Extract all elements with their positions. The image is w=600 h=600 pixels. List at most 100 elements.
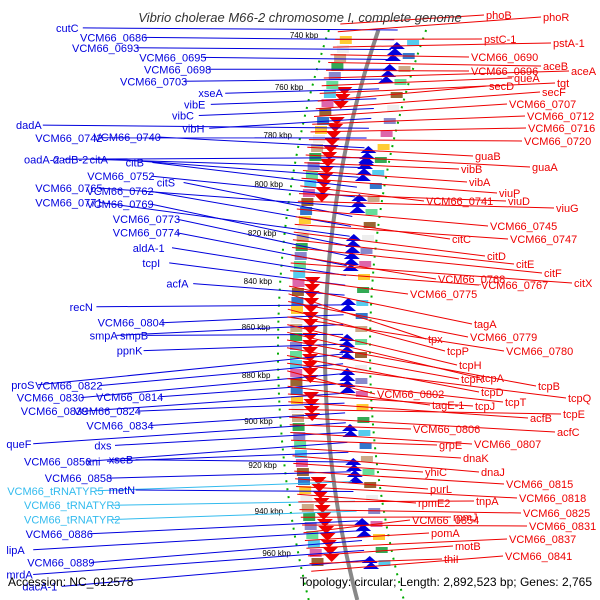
right-label-line [287, 331, 481, 379]
right-gene-label: VCM66_0807 [474, 439, 541, 451]
cog-block [296, 234, 309, 242]
cog-block [369, 183, 382, 189]
right-label-line [287, 316, 505, 352]
right-label-line [290, 439, 438, 446]
cog-block [302, 189, 315, 197]
left-gene-label: VCM66_0693 [72, 43, 139, 55]
cog-block [291, 306, 303, 314]
left-gene-label: smpA [90, 330, 119, 342]
forward-gene-arrow [346, 470, 363, 477]
right-gene-label: viuP [499, 188, 520, 200]
reverse-gene-arrow [323, 554, 340, 562]
right-gene-label: VCM66_0690 [471, 52, 538, 64]
left-gene-label: VCM66_0889 [27, 558, 94, 570]
reverse-gene-arrow [302, 361, 319, 369]
label-layer: cutCVCM66_0686VCM66_0693VCM66_0695VCM66_… [6, 10, 596, 593]
left-gene-label: lipA [6, 545, 25, 557]
left-gene-label: vibC [172, 111, 194, 123]
right-label-line [294, 470, 505, 485]
cog-block [357, 417, 370, 423]
right-label-line [302, 170, 468, 183]
forward-gene-arrow [342, 424, 358, 431]
left-label-line [150, 190, 352, 227]
cog-block [373, 534, 385, 540]
left-gene-label: VCM66_0765 [35, 183, 102, 195]
cog-block [363, 222, 376, 228]
left-gene-label: VCM66_0752 [87, 171, 154, 183]
cog-block [367, 196, 380, 202]
right-gene-label: tcpR [461, 374, 484, 386]
right-label-line [289, 416, 556, 433]
right-gene-label: VCM66_0767 [481, 280, 548, 292]
forward-gene-arrow [340, 304, 356, 311]
tick-layer: 740 kbp 760 kbp 780 kbp 800 kbp 820 kbp 840 k… [242, 31, 319, 558]
right-gene-label: dnaK [463, 453, 489, 465]
right-label-line [292, 247, 543, 274]
right-gene-label: tagE-1 [432, 400, 464, 412]
right-label-line [296, 208, 489, 227]
right-gene-label: guaB [475, 151, 501, 163]
right-gene-label: VCM66_0841 [505, 551, 572, 563]
left-label-line [33, 422, 346, 445]
left-gene-label: VCM66_0856 [24, 456, 91, 468]
left-label-line [150, 412, 346, 426]
cog-block [293, 261, 306, 269]
left-gene-label: vibH [182, 123, 204, 135]
right-gene-label: phoB [486, 10, 512, 22]
cog-block [355, 365, 368, 371]
right-label-line [307, 146, 474, 157]
right-label-line [288, 293, 427, 340]
right-gene-label: motB [455, 541, 481, 553]
left-gene-label: VCM66_0762 [86, 186, 153, 198]
cog-block [358, 274, 370, 280]
reverse-gene-arrow [302, 368, 319, 376]
right-label-line [288, 401, 529, 419]
right-gene-label: pstA-1 [553, 38, 585, 50]
forward-gene-arrow [381, 64, 398, 71]
reverse-gene-arrow [319, 159, 336, 167]
forward-gene-arrow [354, 518, 371, 525]
cog-block [290, 333, 303, 341]
cog-block [365, 209, 378, 215]
forward-gene-arrow [378, 76, 395, 83]
left-label-line [33, 549, 365, 575]
cog-block [380, 131, 393, 137]
right-gene-label: guaA [532, 162, 558, 174]
cog-block [300, 495, 313, 503]
cog-block [309, 549, 322, 557]
cog-block [311, 558, 324, 566]
forward-gene-arrow [359, 152, 376, 159]
cog-block [358, 430, 371, 436]
right-label-line [323, 70, 570, 79]
left-label-line [82, 27, 398, 31]
right-gene-label: tcpE [563, 409, 585, 421]
cog-block [355, 391, 368, 397]
right-label-line [308, 139, 523, 142]
forward-gene-arrow [339, 352, 355, 359]
right-label-line [287, 308, 446, 352]
forward-gene-arrow [339, 334, 356, 341]
kbp-label: 820 kbp [248, 229, 277, 238]
cog-block [355, 352, 367, 358]
reverse-gene-arrow [334, 94, 351, 102]
right-label-line [311, 555, 504, 572]
cog-block [291, 405, 304, 413]
forward-gene-arrow [356, 168, 372, 175]
left-label-line [114, 432, 347, 446]
left-gene-label: mrdA [6, 570, 33, 582]
right-label-line [298, 500, 475, 503]
right-gene-label: VCM66_0825 [523, 508, 590, 520]
right-label-line [298, 193, 507, 202]
right-gene-label: VCM66_0768 [438, 274, 505, 286]
reverse-gene-arrow [302, 347, 318, 355]
forward-gene-arrow [339, 346, 355, 353]
cog-block [294, 441, 307, 449]
left-gene-label: VCM66_0858 [45, 473, 112, 485]
right-gene-label: VCM66_0720 [524, 136, 591, 148]
right-label-line [307, 545, 454, 557]
cog-block [375, 547, 388, 553]
cog-block [290, 378, 303, 386]
right-label-line [292, 455, 480, 473]
left-label-line [99, 363, 344, 387]
forward-gene-arrow [386, 48, 403, 55]
